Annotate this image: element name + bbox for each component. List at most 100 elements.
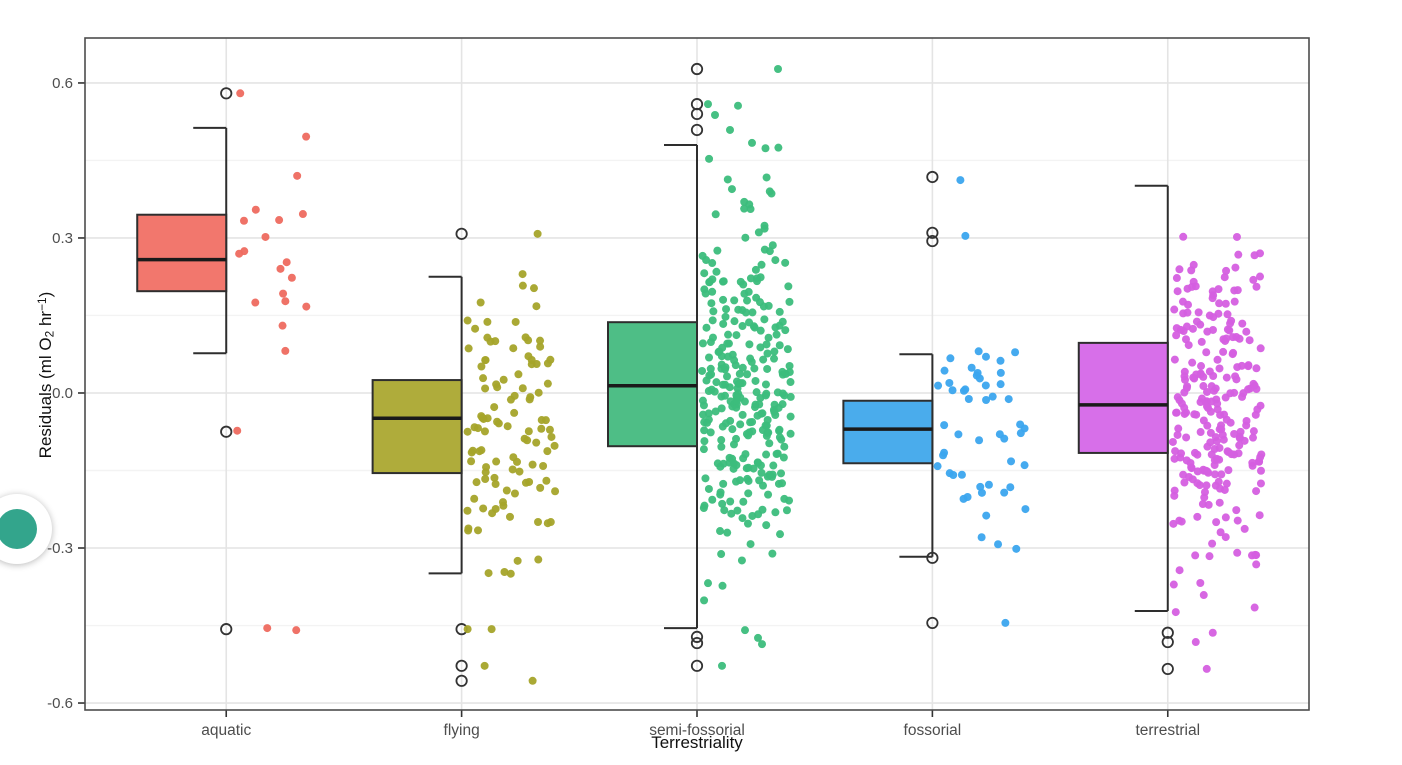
jitter-point	[1175, 265, 1184, 274]
jitter-point	[776, 530, 785, 539]
jitter-point	[981, 352, 990, 361]
jitter-point	[281, 297, 290, 306]
jitter-point	[470, 494, 479, 503]
y-axis-title-segment: hr	[35, 310, 55, 331]
outlier-circle	[1161, 662, 1174, 676]
jitter-point	[750, 364, 759, 373]
jitter-point	[484, 569, 493, 578]
jitter-point	[786, 429, 795, 438]
jitter-point	[1231, 263, 1240, 272]
jitter-point	[719, 479, 728, 488]
jitter-point	[521, 478, 530, 487]
jitter-point	[534, 517, 543, 526]
jitter-point	[748, 138, 756, 147]
jitter-point	[754, 633, 762, 642]
outlier-circle	[690, 630, 704, 643]
jitter-point	[529, 284, 538, 293]
jitter-point	[781, 326, 790, 335]
jitter-point	[772, 449, 781, 458]
jitter-point	[1217, 470, 1226, 479]
jitter-point	[1208, 628, 1217, 637]
jitter-point	[939, 451, 948, 460]
jitter-point	[708, 333, 717, 342]
jitter-point	[973, 368, 982, 377]
jitter-point	[1252, 560, 1261, 569]
jitter-point	[1170, 454, 1179, 463]
jitter-point	[1172, 408, 1181, 417]
jitter-point	[698, 366, 707, 375]
jitter-point	[745, 200, 754, 209]
jitter-point	[1253, 405, 1262, 414]
jitter-point	[982, 396, 991, 405]
jitter-point	[1227, 316, 1236, 325]
jitter-point	[716, 527, 725, 536]
jitter-point	[1250, 251, 1259, 260]
jitter-point	[474, 526, 483, 535]
jitter-point	[710, 387, 719, 396]
jitter-point	[762, 521, 771, 530]
jitter-point	[940, 366, 949, 375]
jitter-point	[1213, 399, 1222, 408]
jitter-point	[768, 549, 777, 558]
jitter-point	[1221, 299, 1230, 308]
jitter-point	[746, 540, 755, 549]
jitter-point	[533, 229, 542, 238]
jitter-point	[730, 317, 739, 326]
jitter-point	[511, 317, 520, 326]
jitter-point	[739, 280, 748, 289]
jitter-point	[1249, 427, 1258, 436]
jitter-point	[707, 299, 716, 308]
jitter-point	[508, 465, 517, 474]
outlier-circle	[690, 107, 704, 121]
jitter-point	[777, 469, 786, 478]
jitter-point	[1215, 484, 1224, 493]
jitter-point	[527, 355, 536, 364]
jitter-point	[719, 319, 728, 328]
jitter-point	[505, 512, 514, 521]
jitter-point	[761, 421, 770, 430]
jitter-point	[1247, 551, 1256, 560]
jitter-point	[276, 264, 285, 273]
jitter-point	[1183, 308, 1192, 317]
jitter-point	[738, 410, 747, 419]
jitter-point	[251, 298, 260, 307]
jitter-point	[1205, 367, 1214, 376]
jitter-point	[1193, 512, 1202, 521]
jitter-point	[700, 269, 709, 278]
jitter-point	[493, 417, 502, 426]
jitter-point	[786, 412, 795, 421]
jitter-point	[765, 247, 774, 256]
jitter-point	[736, 420, 745, 429]
jitter-point	[1221, 533, 1230, 542]
jitter-point	[967, 363, 976, 372]
jitter-point	[748, 308, 757, 317]
jitter-point	[719, 380, 728, 389]
jitter-point	[698, 396, 707, 405]
y-tick-label: -0.3	[47, 540, 73, 557]
jitter-point	[1249, 433, 1258, 442]
jitter-point	[275, 216, 284, 225]
jitter-point	[1233, 286, 1242, 295]
jitter-point	[521, 333, 530, 342]
jitter-point	[1203, 327, 1212, 336]
jitter-point	[475, 447, 484, 456]
x-tick-label: flying	[444, 722, 480, 739]
jitter-point	[934, 381, 943, 390]
jitter-point	[720, 506, 729, 515]
jitter-point	[977, 488, 986, 497]
jitter-point	[771, 508, 780, 517]
jitter-point	[1252, 364, 1261, 373]
jitter-point	[741, 308, 750, 317]
jitter-point	[1199, 382, 1208, 391]
jitter-point	[718, 277, 727, 286]
jitter-point	[491, 337, 500, 346]
jitter-point	[1234, 449, 1243, 458]
jitter-point	[758, 640, 766, 649]
jitter-point	[236, 89, 245, 98]
jitter-point	[762, 431, 771, 440]
jitter-point	[723, 528, 732, 537]
jitter-point	[726, 397, 735, 406]
jitter-point	[1197, 362, 1206, 371]
jitter-point	[551, 487, 560, 496]
jitter-point	[974, 347, 983, 356]
